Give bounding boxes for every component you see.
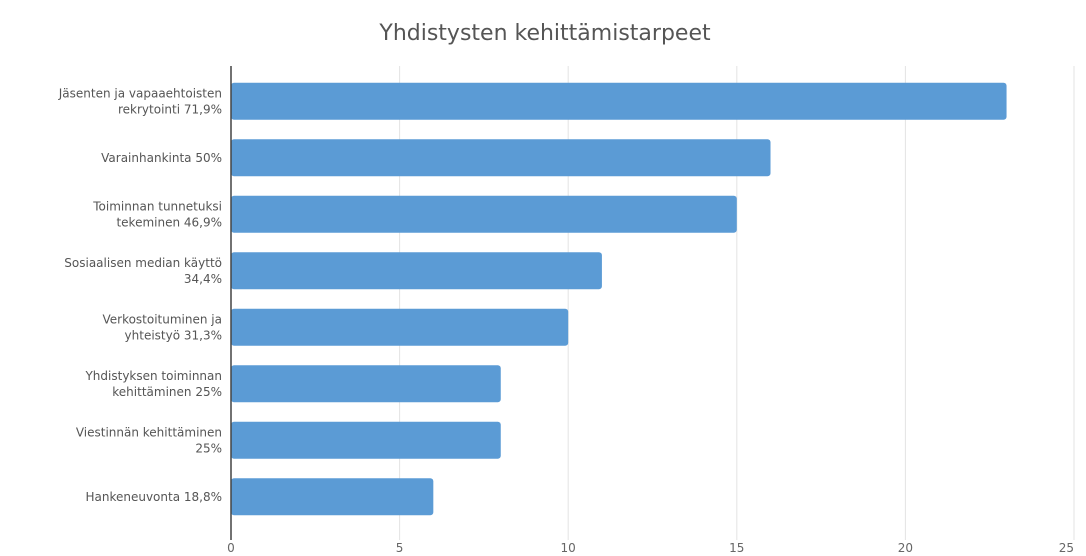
category-label: Hankeneuvonta 18,8% [85, 490, 222, 504]
x-axis-ticks: 0 5 10 15 20 25 [227, 541, 1074, 555]
chart-title: Yhdistysten kehittämistarpeet [378, 21, 711, 46]
category-label: Verkostoituminen ja yhteistyö 31,3% [102, 312, 222, 342]
x-tick-label: 10 [561, 541, 576, 555]
bar [231, 252, 602, 290]
x-tick-label: 15 [729, 541, 744, 555]
bars [231, 82, 1007, 516]
x-tick-label: 5 [396, 541, 404, 555]
bar [231, 308, 569, 346]
x-tick-label: 0 [227, 541, 235, 555]
category-label: Sosiaalisen median käyttö 34,4% [64, 256, 222, 286]
x-tick-label: 20 [898, 541, 913, 555]
bar [231, 82, 1007, 120]
bar [231, 365, 501, 403]
bar [231, 421, 501, 459]
category-label: Jäsenten ja vapaaehtoisten rekrytointi 71… [58, 86, 222, 116]
category-label: Varainhankinta 50% [101, 151, 222, 165]
category-label: Viestinnän kehittäminen 25% [76, 425, 222, 455]
x-tick-label: 25 [1059, 541, 1074, 555]
gridlines [399, 66, 1075, 540]
bar [231, 195, 737, 233]
category-label: Toiminnan tunnetuksi tekeminen 46,9% [92, 199, 222, 229]
bar [231, 478, 434, 516]
category-labels: Jäsenten ja vapaaehtoisten rekrytointi 71… [58, 86, 222, 504]
category-label: Yhdistyksen toiminnan kehittäminen 25% [84, 369, 222, 399]
bar [231, 139, 771, 177]
